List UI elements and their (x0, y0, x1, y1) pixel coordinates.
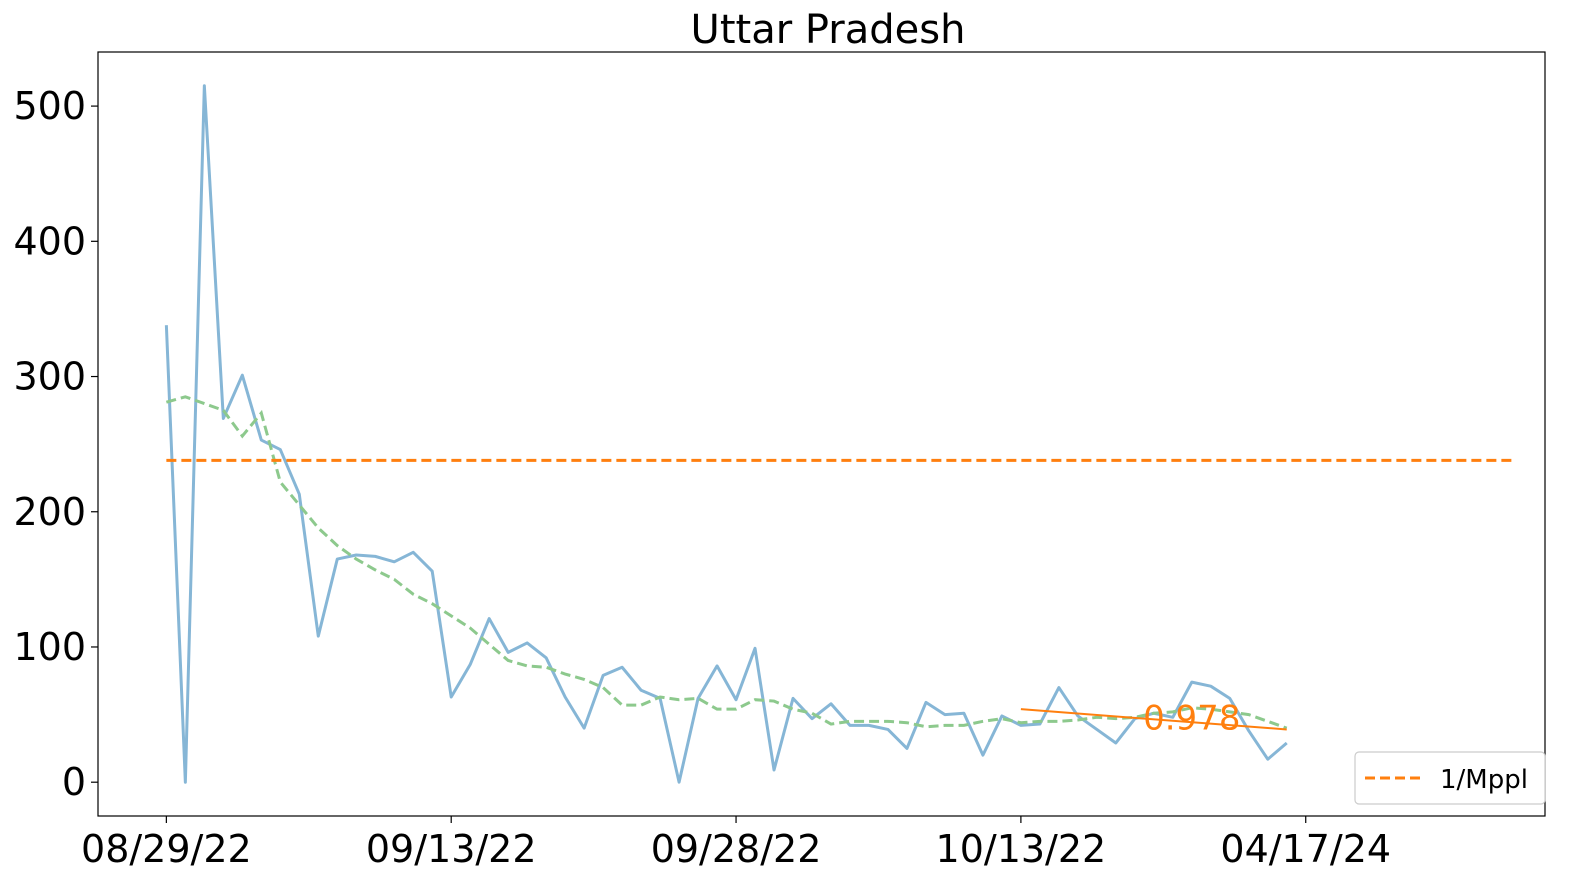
plot-frame (97, 51, 1546, 817)
series-line-raw (164, 84, 1288, 784)
series-line-smoothed (165, 395, 1288, 730)
x-tick-label: 08/29/22 (81, 827, 252, 871)
y-tick-label: 500 (13, 84, 86, 128)
x-tick-label: 09/28/22 (651, 827, 822, 871)
x-axis: 08/29/22 09/13/22 09/28/22 10/13/22 04/17/24 (81, 816, 1391, 871)
chart-title: Uttar Pradesh (691, 7, 966, 53)
plot-area: 0.978 (164, 84, 1515, 784)
y-axis: 0 100 200 300 400 500 (13, 84, 98, 804)
trend-line (1020, 708, 1287, 731)
annotation-label: 0.978 (1143, 698, 1240, 738)
y-tick-label: 100 (13, 625, 86, 669)
legend-label-1mppl: 1/Mppl (1440, 765, 1528, 795)
x-tick-label: 10/13/22 (936, 827, 1107, 871)
y-tick-label: 400 (13, 219, 86, 263)
y-tick-label: 0 (62, 760, 86, 804)
y-tick-label: 300 (13, 355, 86, 399)
legend-box (1354, 751, 1546, 805)
x-tick-label: 09/13/22 (366, 827, 537, 871)
y-tick-label: 200 (13, 490, 86, 534)
x-tick-label: 04/17/24 (1220, 827, 1391, 871)
legend: 1/Mppl (1354, 751, 1546, 805)
